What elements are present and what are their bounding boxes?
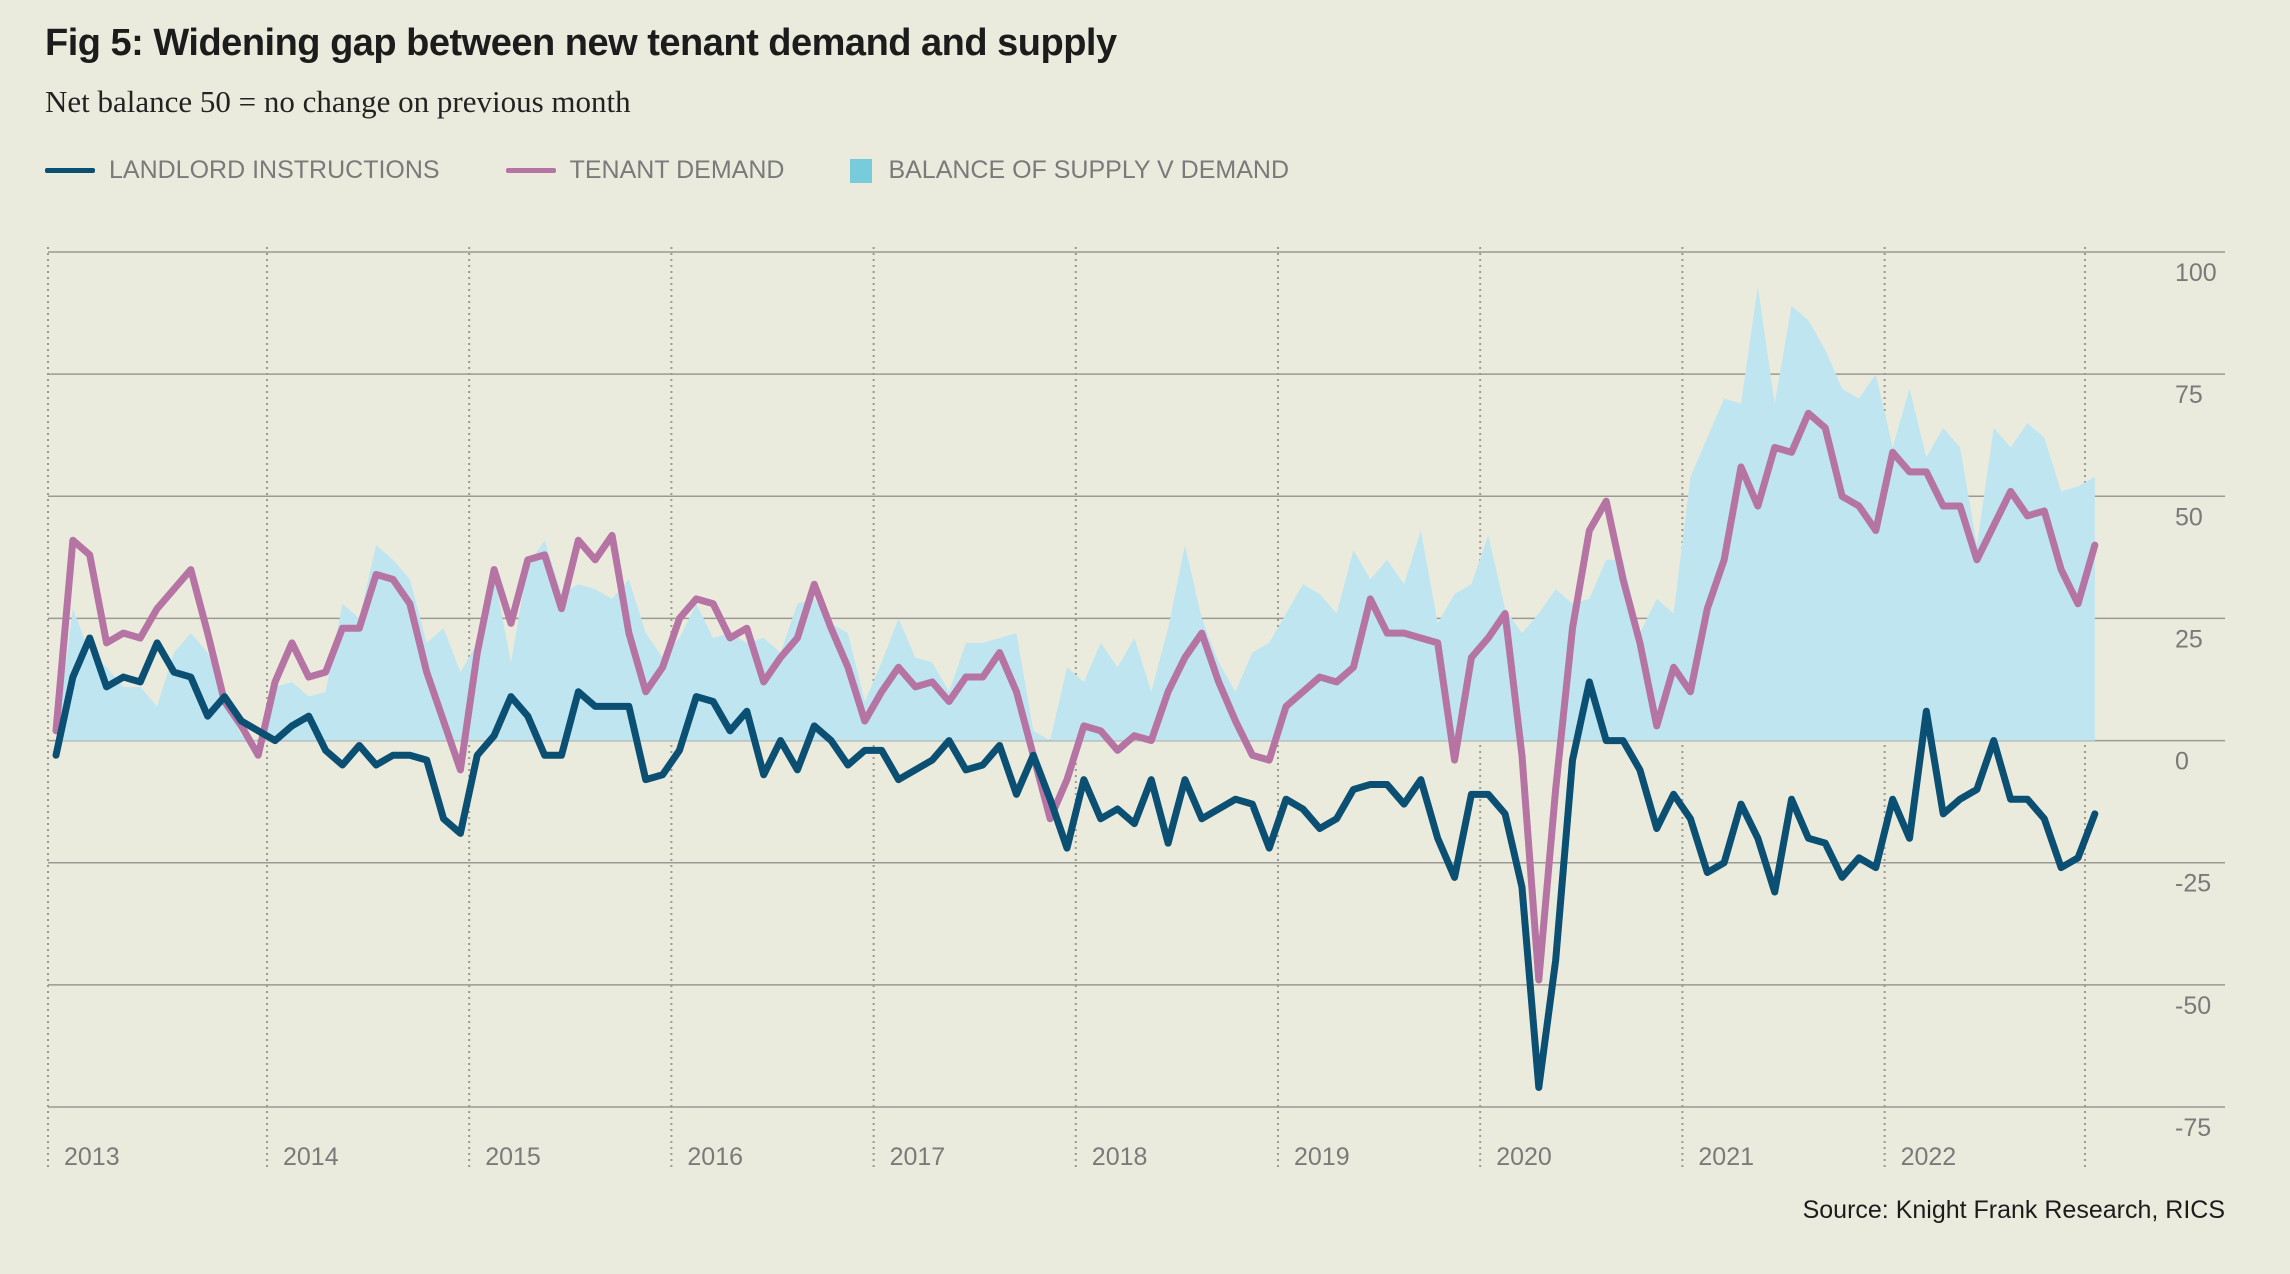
x-tick-label: 2019 <box>1294 1143 1350 1171</box>
legend-item-tenant: TENANT DEMAND <box>505 156 785 185</box>
x-tick-label: 2016 <box>687 1143 743 1171</box>
legend: LANDLORD INSTRUCTIONS TENANT DEMAND BALA… <box>45 156 1355 185</box>
x-tick-label: 2014 <box>283 1143 339 1171</box>
x-tick-label: 2020 <box>1496 1143 1552 1171</box>
x-tick-label: 2022 <box>1901 1143 1957 1171</box>
chart-title: Fig 5: Widening gap between new tenant d… <box>45 22 1117 64</box>
series-lines <box>52 409 2099 1091</box>
x-tick-label: 2013 <box>64 1143 120 1171</box>
x-tick-labels: 2013 2014 2015 2016 2017 2018 2019 2020 2021 2022 <box>64 1143 1956 1171</box>
y-tick-label: 75 <box>2175 381 2203 409</box>
x-tick-label: 2018 <box>1092 1143 1148 1171</box>
source-note: Source: Knight Frank Research, RICS <box>1802 1196 2225 1224</box>
x-tick-label: 2017 <box>890 1143 946 1171</box>
landlord-instructions-line <box>52 634 2099 1091</box>
legend-item-balance: BALANCE OF SUPPLY V DEMAND <box>850 156 1289 185</box>
y-tick-label: 50 <box>2175 503 2203 531</box>
y-tick-label: -50 <box>2175 992 2211 1020</box>
y-tick-label: -25 <box>2175 870 2211 898</box>
tenant-demand-line <box>52 409 2099 984</box>
legend-label-balance: BALANCE OF SUPPLY V DEMAND <box>888 156 1290 184</box>
y-tick-label: 25 <box>2175 625 2203 653</box>
legend-swatch-balance <box>850 158 873 183</box>
y-tick-labels: 100 75 50 25 0 -25 -50 -75 <box>2175 259 2217 1142</box>
y-tick-label: 0 <box>2175 748 2189 776</box>
legend-swatch-tenant <box>505 168 556 173</box>
legend-item-landlord: LANDLORD INSTRUCTIONS <box>45 156 440 185</box>
x-tick-label: 2015 <box>485 1143 541 1171</box>
chart-subtitle: Net balance 50 = no change on previous m… <box>45 84 631 119</box>
balance-area <box>56 286 2095 741</box>
legend-label-landlord: LANDLORD INSTRUCTIONS <box>109 156 440 184</box>
y-tick-label: 100 <box>2175 259 2217 287</box>
legend-swatch-landlord <box>45 168 95 173</box>
legend-label-tenant: TENANT DEMAND <box>569 156 785 184</box>
y-tick-label: -75 <box>2175 1114 2211 1142</box>
balance-area-layer <box>56 286 2095 741</box>
x-tick-label: 2021 <box>1698 1143 1754 1171</box>
